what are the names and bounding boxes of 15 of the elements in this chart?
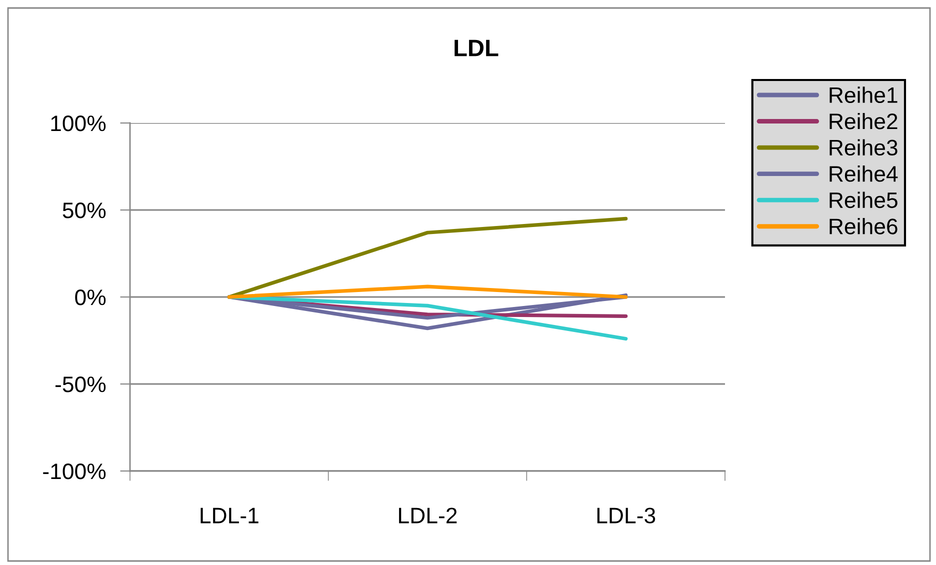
x-tick-label: LDL-3 xyxy=(597,508,656,524)
chart-title: LDL xyxy=(454,40,498,56)
y-tick-label: 100% xyxy=(51,116,106,132)
legend-label: Reihe2 xyxy=(830,112,898,130)
legend-label: Reihe3 xyxy=(830,139,898,156)
legend-label: Reihe6 xyxy=(830,218,898,234)
y-tick-label: 50% xyxy=(62,202,106,218)
y-tick-label: -50% xyxy=(56,376,106,392)
legend-label: Reihe5 xyxy=(830,192,898,208)
x-tick-label: LDL-1 xyxy=(200,508,258,524)
legend-label: Reihe4 xyxy=(830,165,898,182)
y-tick-label: -100% xyxy=(43,464,106,480)
y-tick-label: 0% xyxy=(75,290,106,306)
legend-label: Reihe1 xyxy=(830,86,898,103)
x-tick-label: LDL-2 xyxy=(399,508,457,524)
